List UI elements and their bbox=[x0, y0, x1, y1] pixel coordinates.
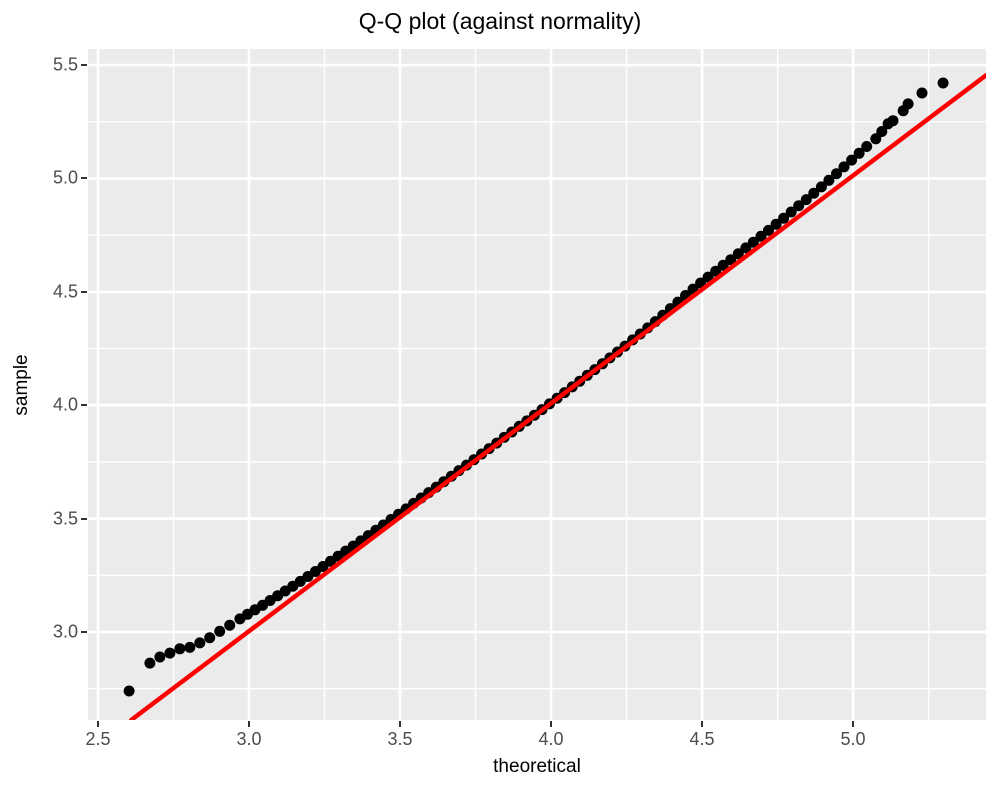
data-point bbox=[808, 187, 820, 199]
y-tick-label: 3.0 bbox=[52, 621, 78, 642]
data-point bbox=[174, 643, 186, 655]
data-point bbox=[800, 194, 812, 206]
y-tick-label: 4.0 bbox=[52, 394, 78, 415]
data-point bbox=[815, 181, 827, 193]
plot-panel bbox=[88, 49, 989, 723]
data-point bbox=[702, 271, 714, 283]
y-tick-mark bbox=[81, 291, 87, 293]
data-point bbox=[861, 141, 873, 152]
data-point bbox=[770, 218, 782, 230]
data-point bbox=[916, 87, 928, 99]
data-point bbox=[755, 230, 767, 242]
data-point bbox=[846, 154, 858, 166]
y-tick-mark bbox=[81, 518, 87, 520]
x-tick-mark bbox=[248, 721, 250, 727]
y-tick-label: 4.5 bbox=[52, 281, 78, 302]
data-point bbox=[717, 259, 729, 271]
plot-area bbox=[88, 49, 989, 723]
x-tick-label: 2.5 bbox=[85, 729, 111, 749]
x-tick-label: 4.5 bbox=[689, 729, 715, 749]
data-point bbox=[710, 265, 722, 277]
y-tick-mark bbox=[81, 64, 87, 66]
x-tick-label: 3.5 bbox=[387, 729, 413, 749]
x-tick-mark bbox=[701, 721, 703, 727]
data-point bbox=[838, 161, 850, 173]
data-point bbox=[184, 641, 196, 653]
data-point bbox=[725, 254, 737, 266]
data-point bbox=[763, 224, 774, 236]
data-point bbox=[887, 115, 899, 127]
y-tick-label: 5.5 bbox=[52, 54, 78, 75]
data-point bbox=[876, 126, 888, 137]
x-tick-mark bbox=[97, 721, 99, 727]
data-point bbox=[214, 625, 226, 637]
qq-reference-line bbox=[128, 73, 989, 723]
data-point bbox=[224, 619, 236, 631]
x-tick-mark bbox=[550, 721, 552, 727]
x-tick-mark bbox=[852, 721, 854, 727]
data-point bbox=[870, 133, 882, 145]
data-point bbox=[831, 168, 842, 180]
data-point bbox=[144, 657, 156, 669]
panel-background bbox=[88, 49, 986, 720]
y-tick-mark bbox=[81, 404, 87, 406]
chart-title: Q-Q plot (against normality) bbox=[358, 8, 642, 34]
x-tick-label: 5.0 bbox=[840, 729, 866, 749]
data-point bbox=[740, 242, 752, 254]
data-point bbox=[937, 77, 949, 89]
data-point bbox=[853, 147, 865, 159]
data-point bbox=[204, 632, 216, 644]
x-axis-title: theoretical bbox=[493, 756, 581, 777]
x-tick-mark bbox=[399, 721, 401, 727]
y-tick-label: 5.0 bbox=[52, 167, 78, 188]
y-tick-label: 3.5 bbox=[52, 508, 78, 529]
data-point bbox=[902, 98, 914, 110]
data-point bbox=[194, 637, 206, 649]
data-point bbox=[123, 685, 135, 697]
data-point bbox=[793, 200, 805, 212]
y-tick-mark bbox=[81, 631, 87, 633]
data-point bbox=[164, 647, 176, 659]
y-tick-mark bbox=[81, 177, 87, 179]
data-point bbox=[785, 206, 797, 218]
data-point bbox=[778, 212, 790, 224]
data-point bbox=[823, 174, 835, 186]
data-point bbox=[732, 248, 744, 260]
x-tick-label: 4.0 bbox=[538, 729, 564, 749]
data-point bbox=[747, 236, 759, 248]
data-point bbox=[154, 651, 166, 663]
x-tick-label: 3.0 bbox=[236, 729, 262, 749]
